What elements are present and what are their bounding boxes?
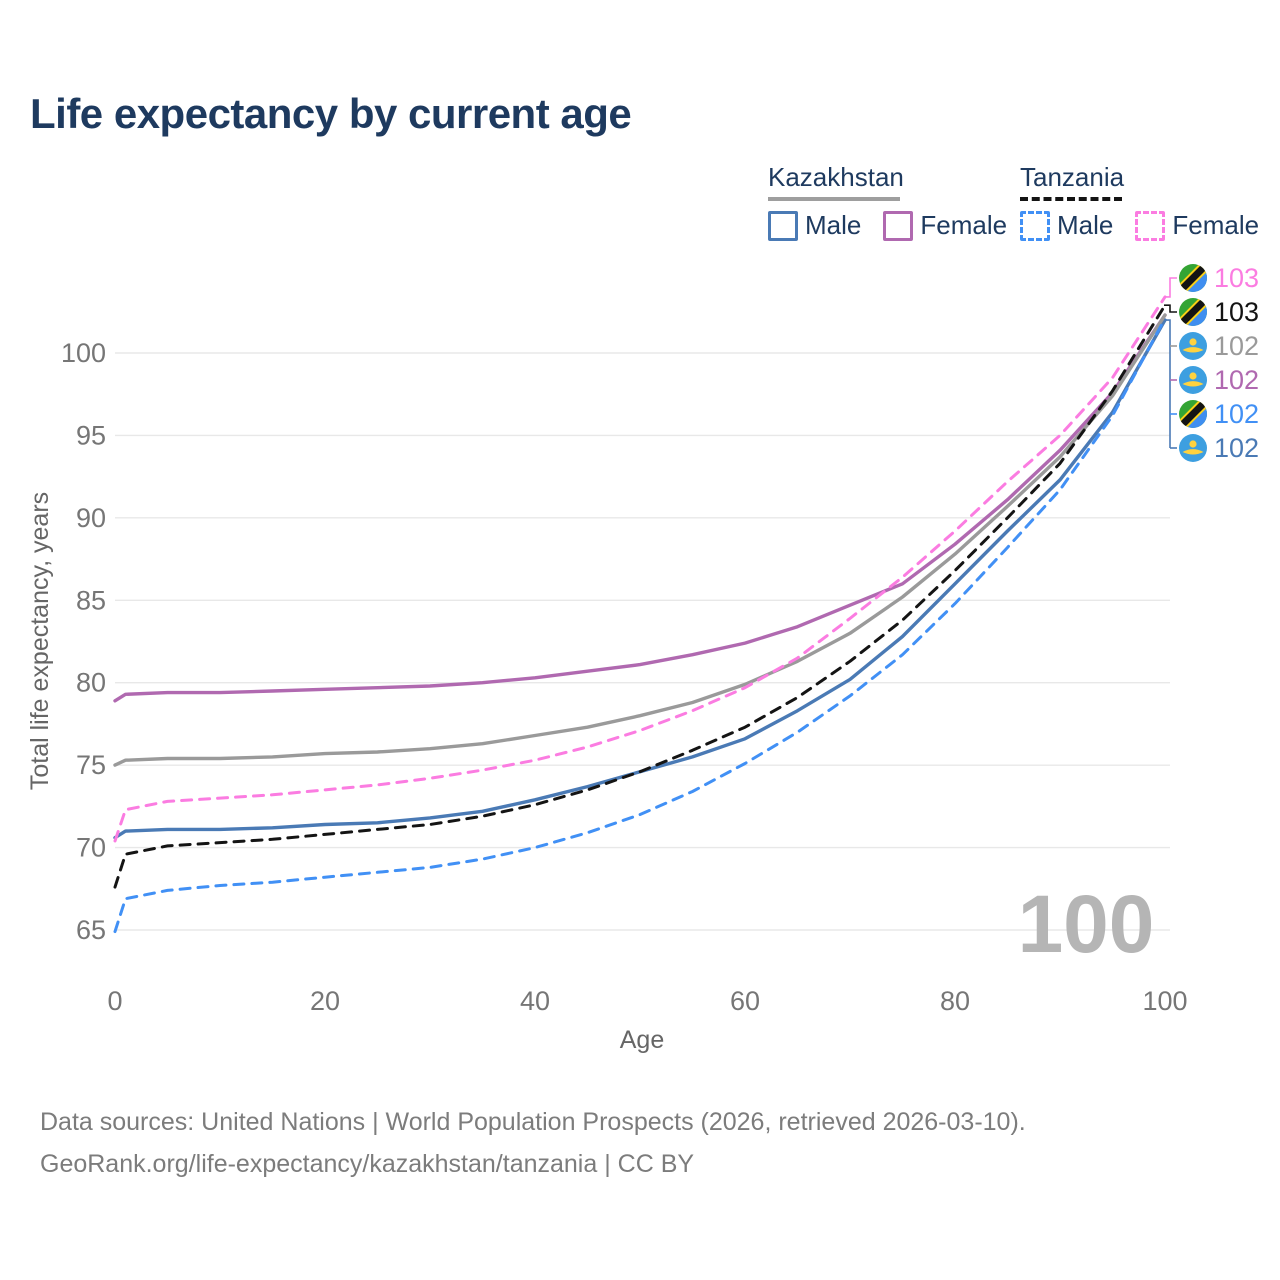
x-tick-label: 20: [310, 986, 340, 1016]
x-axis-title: Age: [620, 1026, 664, 1054]
end-label-kazakhstan-both-sexes: 102: [1179, 330, 1260, 361]
end-label-kazakhstan-female: 102: [1179, 364, 1260, 395]
legend-swatch-tanzania-male: [1020, 210, 1050, 241]
series-line-kazakhstan-female: [113, 313, 1167, 703]
legend-swatch-kazakhstan-male: [768, 210, 798, 241]
legend-item-kazakhstan-female[interactable]: Female: [883, 210, 1007, 241]
legend-group-kazakhstan: Kazakhstan Male Female: [768, 162, 1021, 241]
y-tick-label: 85: [76, 585, 106, 615]
leader-lines: [1164, 277, 1177, 449]
legend-label-tanzania-female: Female: [1172, 210, 1260, 240]
series-lines: [113, 295, 1167, 934]
y-tick-label: 65: [76, 915, 106, 945]
tanzania-flag-icon: [1179, 400, 1207, 428]
end-value: 102: [1214, 364, 1260, 395]
data-sources-text: Data sources: United Nations | World Pop…: [40, 1108, 1026, 1136]
line-chart: 65 70 75 80 85 90 95 100 0 20 40 60 80 100 Age Total li…: [26, 277, 1188, 1054]
kazakhstan-flag-icon: [1179, 366, 1207, 394]
legend-underline-solid: [768, 197, 900, 201]
x-tick-label: 40: [520, 986, 550, 1016]
series-line-kazakhstan-both-sexes: [113, 313, 1167, 767]
legend-item-kazakhstan-male[interactable]: Male: [768, 210, 861, 241]
y-tick-label: 100: [61, 338, 106, 368]
x-tick-label: 100: [1142, 986, 1187, 1016]
legend-underline-dashed: [1020, 197, 1122, 201]
x-tick-label: 0: [107, 986, 122, 1016]
series-line-tanzania-male: [113, 316, 1167, 934]
kazakhstan-flag-icon: [1179, 332, 1207, 360]
end-label-tanzania-female: 103: [1179, 262, 1260, 293]
end-value: 103: [1214, 296, 1260, 327]
gridlines: [115, 352, 1170, 931]
legend-item-tanzania-female[interactable]: Female: [1135, 210, 1259, 241]
page-title: Life expectancy by current age: [30, 90, 632, 137]
age-counter-watermark: 100: [1018, 879, 1155, 970]
legend-item-tanzania-male[interactable]: Male: [1020, 210, 1113, 241]
y-tick-label: 75: [76, 750, 106, 780]
end-value: 102: [1214, 398, 1260, 429]
x-tick-label: 80: [940, 986, 970, 1016]
y-tick-label: 70: [76, 833, 106, 863]
legend-label-kazakhstan-female: Female: [920, 210, 1008, 240]
tanzania-flag-icon: [1179, 264, 1207, 292]
legend-country-kazakhstan[interactable]: Kazakhstan: [768, 162, 904, 192]
end-label-kazakhstan-male: 102: [1179, 432, 1260, 463]
legend-swatch-kazakhstan-female: [883, 210, 914, 241]
series-line-tanzania-female: [113, 295, 1167, 843]
end-value: 103: [1214, 262, 1260, 293]
legend-label-tanzania-male: Male: [1057, 210, 1114, 240]
y-tick-label: 90: [76, 503, 106, 533]
legend-swatch-tanzania-female: [1135, 210, 1166, 241]
y-axis-title: Total life expectancy, years: [26, 492, 54, 790]
legend-label-kazakhstan-male: Male: [805, 210, 862, 240]
axis-tick-labels: 65 70 75 80 85 90 95 100 0 20 40 60 80 100: [61, 338, 1188, 1016]
series-line-tanzania-both-sexes: [113, 303, 1167, 889]
series-line-kazakhstan-male: [113, 318, 1167, 840]
x-tick-label: 60: [730, 986, 760, 1016]
end-value: 102: [1214, 330, 1260, 361]
end-label-tanzania-male: 102: [1179, 398, 1260, 429]
tanzania-flag-icon: [1179, 298, 1207, 326]
legend-group-tanzania: Tanzania Male Female: [1020, 162, 1273, 241]
y-tick-label: 95: [76, 420, 106, 450]
y-tick-label: 80: [76, 668, 106, 698]
kazakhstan-flag-icon: [1179, 434, 1207, 462]
attribution-link-text: GeoRank.org/life-expectancy/kazakhstan/t…: [40, 1150, 695, 1178]
legend-country-tanzania[interactable]: Tanzania: [1020, 162, 1125, 192]
end-value: 102: [1214, 432, 1260, 463]
end-label-tanzania-both-sexes: 103: [1179, 296, 1260, 327]
